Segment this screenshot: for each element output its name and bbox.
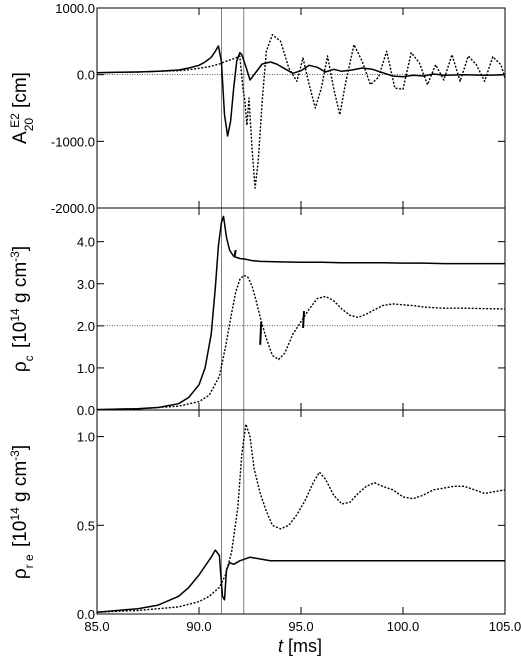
y-tick-label: 0.0 bbox=[77, 607, 95, 622]
y-axis-label-close: ] bbox=[10, 445, 31, 450]
y-axis-label-symbol: ρ bbox=[10, 568, 31, 579]
panel-frame bbox=[96, 207, 506, 411]
x-tick-label: 105.0 bbox=[489, 619, 521, 634]
x-tick-label: 85.0 bbox=[84, 619, 109, 634]
y-axis-label-exponent: 14 bbox=[8, 308, 22, 322]
series-solid-line bbox=[97, 549, 505, 613]
y-axis-label-subscript: 20 bbox=[22, 118, 36, 132]
y-axis-label-close: ] bbox=[10, 246, 31, 251]
y-axis-label-symbol: ρ bbox=[10, 361, 31, 372]
y-axis-label-unit: g cm bbox=[10, 461, 31, 507]
y-axis-label: ρr e [1014 g cm-3] bbox=[8, 445, 36, 579]
y-axis-label: A20E2 [cm] bbox=[8, 72, 36, 144]
y-axis-label-unit: [cm] bbox=[10, 72, 31, 113]
y-axis-label-subscript: c bbox=[22, 355, 36, 361]
x-axis-label: t [ms] bbox=[278, 636, 322, 656]
y-tick-label: 0.5 bbox=[77, 518, 95, 533]
y-tick-label: 2.0 bbox=[77, 319, 95, 334]
y-axis-label-prefix: [10 bbox=[10, 521, 31, 553]
y-tick-label: 0.0 bbox=[77, 68, 95, 83]
plot-area: 1000.0 0.0 -1000.0 -2000.0 A20E2 [cm] 0.0 1.0 2… bbox=[8, 1, 521, 634]
y-tick-label: 1.0 bbox=[77, 361, 95, 376]
y-tick-label: -2000.0 bbox=[51, 201, 95, 216]
x-axis-label-symbol: t bbox=[278, 636, 284, 656]
series-dotted-line bbox=[97, 34, 505, 189]
y-axis-label-superscript: E2 bbox=[8, 113, 22, 128]
series-solid-line bbox=[97, 215, 505, 410]
y-axis-label-unit-exponent: -3 bbox=[8, 251, 22, 262]
panel-1: 1000.0 0.0 -1000.0 -2000.0 A20E2 [cm] bbox=[8, 1, 506, 216]
series-dotted-spike bbox=[302, 311, 306, 328]
panel-frame bbox=[96, 7, 506, 209]
x-tick-label: 100.0 bbox=[387, 619, 420, 634]
y-tick-label: 1000.0 bbox=[55, 1, 95, 16]
x-axis-label-unit: [ms] bbox=[283, 636, 322, 656]
panel-frame bbox=[96, 409, 506, 615]
y-axis-label-unit-exponent: -3 bbox=[8, 450, 22, 461]
x-tick-label: 95.0 bbox=[288, 619, 313, 634]
series-solid-spike bbox=[233, 249, 237, 257]
y-tick-label: 3.0 bbox=[77, 277, 95, 292]
y-tick-label: 1.0 bbox=[77, 430, 95, 445]
x-tick-label: 90.0 bbox=[186, 619, 211, 634]
y-axis-label-symbol: A bbox=[10, 131, 31, 144]
y-axis-label-unit: g cm bbox=[10, 262, 31, 308]
y-tick-label: 4.0 bbox=[77, 235, 95, 250]
series-solid-line bbox=[97, 45, 505, 137]
series-dotted-spike bbox=[259, 321, 263, 345]
series-dotted-line bbox=[97, 274, 505, 410]
series-dotted-line bbox=[97, 423, 505, 613]
y-tick-label: -1000.0 bbox=[51, 134, 95, 149]
y-tick-label: 0.0 bbox=[77, 403, 95, 418]
panel-3: 0.0 0.5 1.0 ρr e [1014 g cm-3] bbox=[8, 409, 506, 622]
y-axis-label-prefix: [10 bbox=[10, 322, 31, 354]
panel-2: 0.0 1.0 2.0 3.0 4.0 ρc [1014 g cm-3] bbox=[8, 207, 506, 418]
y-axis-label: ρc [1014 g cm-3] bbox=[8, 246, 36, 372]
y-axis-label-exponent: 14 bbox=[8, 507, 22, 521]
y-axis-label-subscript: r e bbox=[22, 554, 36, 568]
